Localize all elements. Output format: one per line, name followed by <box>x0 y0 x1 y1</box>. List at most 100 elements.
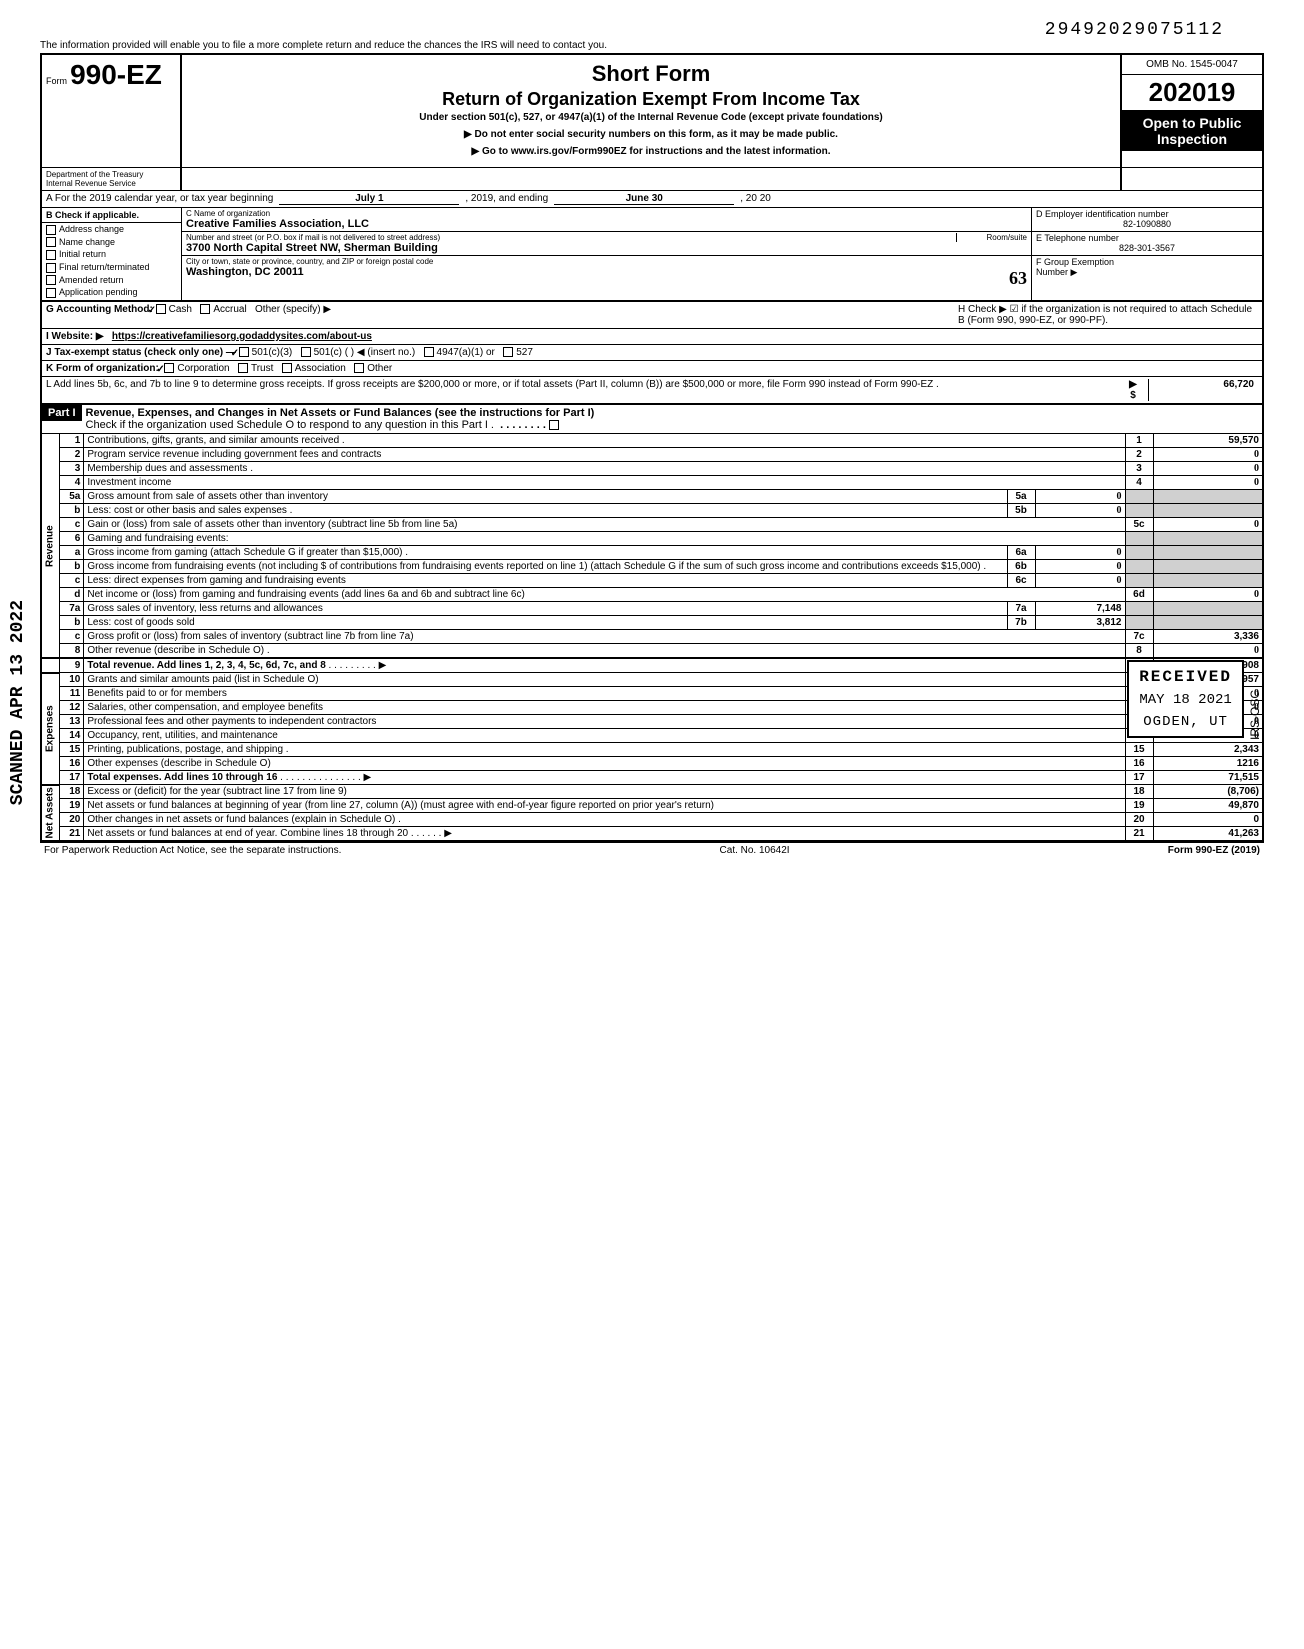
expenses-side-label: Expenses <box>41 673 60 785</box>
line-7a-desc: Gross sales of inventory, less returns a… <box>84 602 1007 616</box>
line-3-amount[interactable]: 0 <box>1153 462 1263 476</box>
line-6c-amount[interactable]: 0 <box>1035 574 1125 588</box>
group-exemption-cell: F Group Exemption Number ▶ <box>1032 256 1262 300</box>
line-17-amount[interactable]: 71,515 <box>1153 771 1263 785</box>
entity-info-block: B Check if applicable. Address change Na… <box>40 208 1264 302</box>
part-i-check-note: Check if the organization used Schedule … <box>86 419 494 431</box>
form-header: Form 990-EZ Short Form Return of Organiz… <box>40 53 1264 167</box>
header-right-cell: OMB No. 1545-0047 202019 Open to PublicI… <box>1122 55 1262 167</box>
street-value[interactable]: 3700 North Capital Street NW, Sherman Bu… <box>186 242 1027 254</box>
line-20-amount[interactable]: 0 <box>1153 813 1263 827</box>
line-1-box: 1 <box>1125 434 1153 448</box>
line-2-amount[interactable]: 0 <box>1153 448 1263 462</box>
line-12-desc: Salaries, other compensation, and employ… <box>84 701 1125 715</box>
line-7a-amount[interactable]: 7,148 <box>1035 602 1125 616</box>
dept-row: Department of the TreasuryInternal Reven… <box>40 167 1264 191</box>
chk-name-change[interactable] <box>46 237 56 247</box>
chk-501c[interactable] <box>301 347 311 357</box>
line-20-desc: Other changes in net assets or fund bala… <box>84 813 1125 827</box>
line-7c-amount[interactable]: 3,336 <box>1153 630 1263 644</box>
line-5b-amount[interactable]: 0 <box>1035 504 1125 518</box>
stamp-date: MAY 18 2021 <box>1139 692 1232 708</box>
chk-initial-return[interactable] <box>46 250 56 260</box>
form-short-title: Short Form <box>190 61 1112 87</box>
document-id-number: 29492029075112 <box>1045 20 1224 40</box>
telephone-value[interactable]: 828-301-3567 <box>1036 243 1258 253</box>
chk-final-return[interactable] <box>46 263 56 273</box>
column-b: B Check if applicable. Address change Na… <box>42 208 182 300</box>
line-5a-desc: Gross amount from sale of assets other t… <box>84 490 1007 504</box>
chk-corporation[interactable] <box>164 363 174 373</box>
dept-right-spacer <box>1122 168 1262 190</box>
footer-paperwork-notice: For Paperwork Reduction Act Notice, see … <box>44 845 341 856</box>
goto-url: ▶ Go to www.irs.gov/Form990EZ for instru… <box>190 146 1112 157</box>
line-16-desc: Other expenses (describe in Schedule O) <box>84 757 1125 771</box>
row-g-h: G Accounting Method: Cash Accrual Other … <box>40 302 1264 329</box>
revenue-side-label: Revenue <box>41 434 60 658</box>
part-i-header: Part I Revenue, Expenses, and Changes in… <box>40 405 1264 434</box>
line-16-amount[interactable]: 1216 <box>1153 757 1263 771</box>
line-15-desc: Printing, publications, postage, and shi… <box>84 743 1125 757</box>
line-18-amount[interactable]: (8,706) <box>1153 785 1263 799</box>
line-7c-desc: Gross profit or (loss) from sales of inv… <box>84 630 1125 644</box>
chk-501c3[interactable] <box>239 347 249 357</box>
line-1-desc: Contributions, gifts, grants, and simila… <box>87 435 344 446</box>
line-8-amount[interactable]: 0 <box>1153 644 1263 659</box>
part-i-table: Revenue 1 Contributions, gifts, grants, … <box>40 434 1264 842</box>
form-section-note: Under section 501(c), 527, or 4947(a)(1)… <box>190 112 1112 123</box>
line-4-amount[interactable]: 0 <box>1153 476 1263 490</box>
gross-receipts-amount[interactable]: 66,720 <box>1148 379 1258 401</box>
line-6b-amount[interactable]: 0 <box>1035 560 1125 574</box>
form-title-cell: Short Form Return of Organization Exempt… <box>182 55 1122 167</box>
chk-trust[interactable] <box>238 363 248 373</box>
line-5c-amount[interactable]: 0 <box>1153 518 1263 532</box>
ein-value[interactable]: 82-1090880 <box>1036 219 1258 229</box>
line-15-amount[interactable]: 2,343 <box>1153 743 1263 757</box>
open-to-public: Open to PublicInspection <box>1122 111 1262 151</box>
line-13-desc: Professional fees and other payments to … <box>84 715 1125 729</box>
street-cell: Number and street (or P.O. box if mail i… <box>182 232 1032 255</box>
tax-year-end[interactable]: June 30 <box>554 193 734 205</box>
city-cell: City or town, state or province, country… <box>182 256 1032 300</box>
chk-4947a1[interactable] <box>424 347 434 357</box>
chk-527[interactable] <box>503 347 513 357</box>
received-stamp: RECEIVED MAY 18 2021 OGDEN, UT <box>1127 660 1244 738</box>
chk-cash[interactable] <box>156 304 166 314</box>
line-3-desc: Membership dues and assessments . <box>84 462 1125 476</box>
chk-accrual[interactable] <box>200 304 210 314</box>
chk-association[interactable] <box>282 363 292 373</box>
tax-year-begin[interactable]: July 1 <box>279 193 459 205</box>
part-i-label: Part I <box>42 405 82 421</box>
footer-cat-no: Cat. No. 10642I <box>720 845 790 856</box>
stamp-received: RECEIVED <box>1139 668 1232 686</box>
stamp-location: OGDEN, UT <box>1139 714 1232 730</box>
city-value[interactable]: Washington, DC 20011 <box>186 266 1027 278</box>
chk-application-pending[interactable] <box>46 288 56 298</box>
line-7b-amount[interactable]: 3,812 <box>1035 616 1125 630</box>
page-footer: For Paperwork Reduction Act Notice, see … <box>40 842 1264 858</box>
row-l-gross-receipts: L Add lines 5b, 6c, and 7b to line 9 to … <box>40 377 1264 405</box>
telephone-cell: E Telephone number 828-301-3567 <box>1032 232 1262 255</box>
chk-schedule-o-part1[interactable] <box>549 420 559 430</box>
irs-osc-label: IRS-OSC <box>1248 690 1262 740</box>
website-url[interactable]: https://creativefamiliesorg.godaddysites… <box>112 331 372 342</box>
line-1-amount[interactable]: 59,570 <box>1153 434 1263 448</box>
chk-address-change[interactable] <box>46 225 56 235</box>
accounting-method: G Accounting Method: Cash Accrual Other … <box>46 304 958 326</box>
line-9-desc: Total revenue. Add lines 1, 2, 3, 4, 5c,… <box>87 660 325 671</box>
line-6a-desc: Gross income from gaming (attach Schedul… <box>84 546 1007 560</box>
col-b-header: B Check if applicable. <box>42 208 181 223</box>
org-name[interactable]: Creative Families Association, LLC <box>186 218 1027 230</box>
line-5a-amount[interactable]: 0 <box>1035 490 1125 504</box>
chk-other-org[interactable] <box>354 363 364 373</box>
top-instruction-note: The information provided will enable you… <box>40 40 1264 51</box>
line-21-amount[interactable]: 41,263 <box>1153 827 1263 842</box>
line-6a-amount[interactable]: 0 <box>1035 546 1125 560</box>
row-l-text: L Add lines 5b, 6c, and 7b to line 9 to … <box>46 379 1118 401</box>
line-19-desc: Net assets or fund balances at beginning… <box>84 799 1125 813</box>
chk-amended-return[interactable] <box>46 275 56 285</box>
form-label: Form <box>46 76 67 86</box>
line-19-amount[interactable]: 49,870 <box>1153 799 1263 813</box>
line-6d-amount[interactable]: 0 <box>1153 588 1263 602</box>
ssn-warning: ▶ Do not enter social security numbers o… <box>190 129 1112 140</box>
